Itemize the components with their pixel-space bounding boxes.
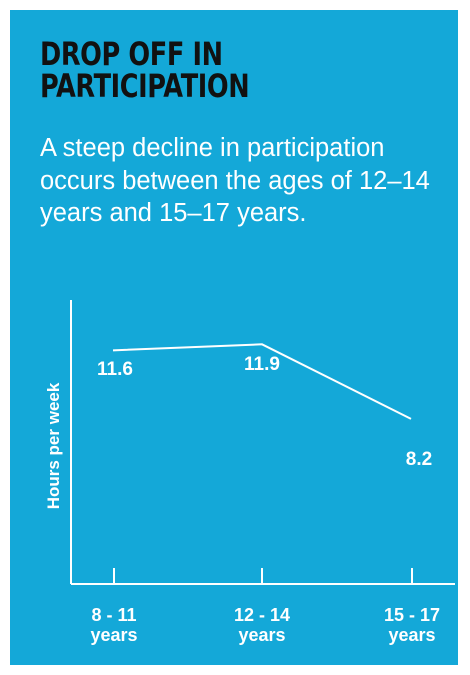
subtitle: A steep decline in participation occurs … bbox=[40, 134, 430, 227]
title-line-2: PARTICIPATION bbox=[40, 67, 250, 105]
data-label: 8.2 bbox=[406, 449, 432, 470]
x-tick-label-years: years bbox=[90, 625, 137, 645]
x-tick-label-years: years bbox=[388, 625, 435, 645]
infographic-card: DROP OFF IN PARTICIPATION A steep declin… bbox=[10, 10, 458, 665]
title-line-1: DROP OFF IN bbox=[40, 35, 223, 73]
x-tick-label: 8 - 11 bbox=[91, 605, 136, 625]
x-tick-label: 12 - 14 bbox=[234, 605, 290, 625]
series-line bbox=[112, 343, 412, 420]
data-label: 11.6 bbox=[97, 359, 133, 380]
data-label: 11.9 bbox=[244, 354, 280, 375]
x-tick-label: 15 - 17 bbox=[384, 605, 440, 625]
x-tick-label-years: years bbox=[238, 625, 285, 645]
page-title: DROP OFF IN PARTICIPATION bbox=[40, 38, 360, 102]
y-axis-label: Hours per week bbox=[44, 382, 63, 509]
